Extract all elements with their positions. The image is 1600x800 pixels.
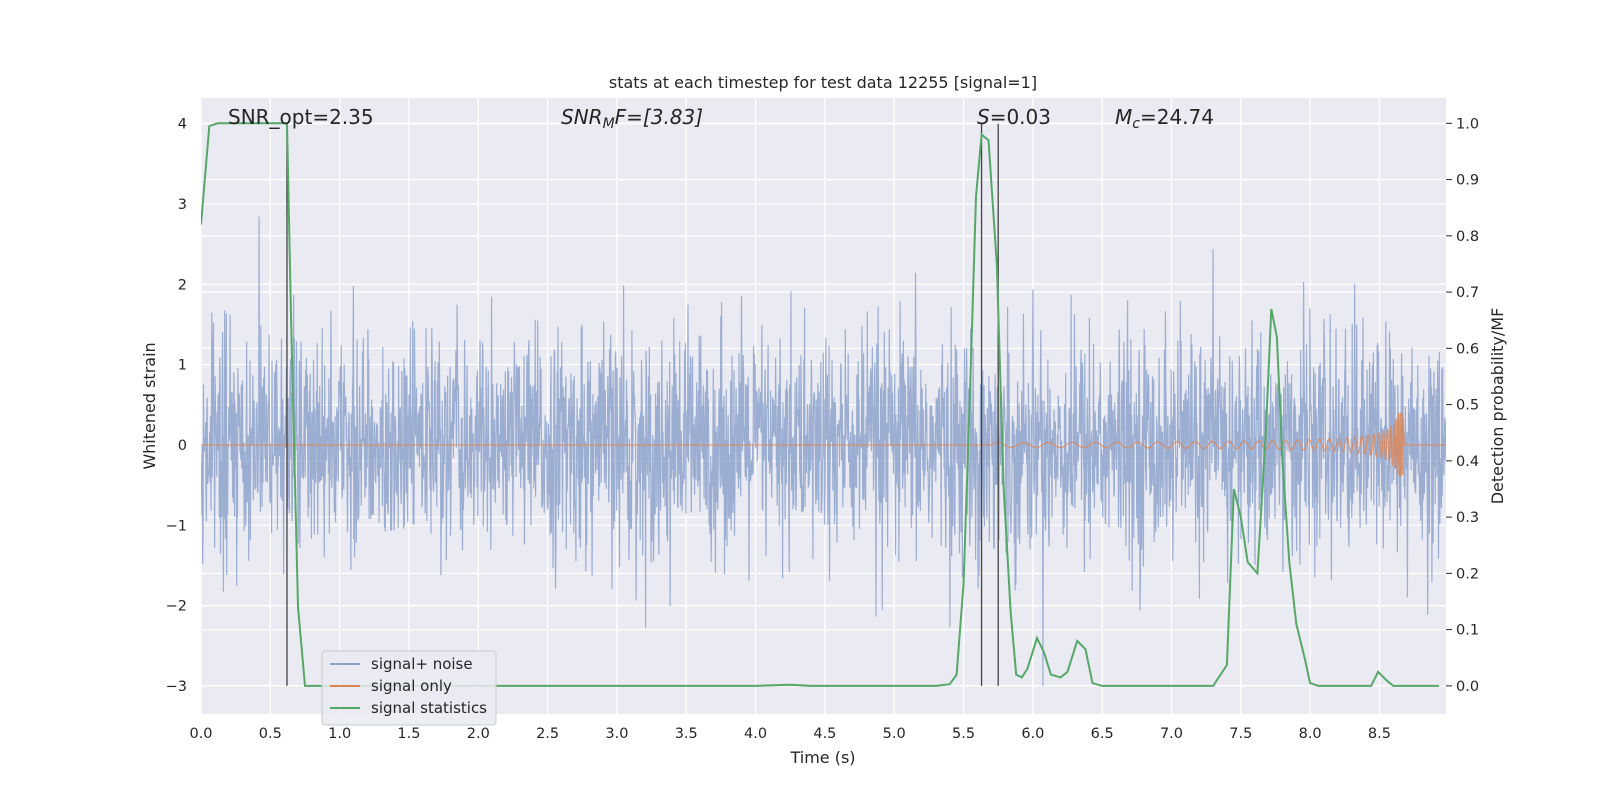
y2-tick-label: 1.0 bbox=[1456, 116, 1479, 132]
y2-tick-label: 0.6 bbox=[1456, 341, 1479, 357]
annotation-mc-sub: c bbox=[1132, 116, 1140, 132]
annotation-s-main: S bbox=[977, 105, 990, 129]
x-tick-label: 2.0 bbox=[467, 726, 490, 742]
annotation-snr-opt: SNR_opt=2.35 bbox=[228, 105, 374, 129]
signal-plus-noise-line bbox=[201, 216, 1446, 686]
x-tick-label: 0.0 bbox=[189, 726, 212, 742]
y2-tick-label: 0.4 bbox=[1456, 454, 1479, 470]
y-tick-label: 4 bbox=[178, 117, 187, 133]
y2-tick-label: 0.9 bbox=[1456, 173, 1479, 189]
x-tick-label: 8.0 bbox=[1299, 726, 1322, 742]
x-tick-label: 6.0 bbox=[1021, 726, 1044, 742]
y2-axis-label: Detection probability/MF bbox=[1488, 308, 1507, 505]
legend-label-signal-plus-noise: signal+ noise bbox=[371, 655, 473, 673]
y2-tick-label: 0.7 bbox=[1456, 285, 1479, 301]
y2-tick-label: 0.8 bbox=[1456, 229, 1479, 245]
y-tick-label: 0 bbox=[178, 438, 187, 454]
y-axis-label: Whitened strain bbox=[140, 342, 159, 469]
y-tick-label: 2 bbox=[178, 277, 187, 293]
annotation-s: S=0.03 bbox=[977, 105, 1051, 129]
annotation-s-rest: =0.03 bbox=[990, 105, 1051, 129]
annotation-snr-mf-rest: F=[3.83] bbox=[615, 105, 703, 129]
y2-tick-label: 0.3 bbox=[1456, 510, 1479, 526]
x-axis-ticks: 0.0 0.5 1.0 1.5 2.0 2.5 3.0 3.5 4.0 4.5 5.0 5.5 6.0 6… bbox=[189, 726, 1391, 742]
x-tick-label: 6.5 bbox=[1091, 726, 1114, 742]
x-tick-label: 5.5 bbox=[952, 726, 975, 742]
y2-tick-label: 0.5 bbox=[1456, 398, 1479, 414]
y2-tick-label: 0.1 bbox=[1456, 623, 1479, 639]
legend-label-signal-statistics: signal statistics bbox=[371, 699, 487, 717]
y-tick-label: −2 bbox=[166, 599, 187, 615]
annotation-snr-mf-sub: M bbox=[603, 116, 615, 132]
x-tick-label: 5.0 bbox=[883, 726, 906, 742]
signal-statistics-line bbox=[201, 122, 1440, 687]
y2-tick-label: 0.0 bbox=[1456, 679, 1479, 695]
annotation-mc: Mc=24.74 bbox=[1115, 105, 1214, 132]
signal-only-line bbox=[201, 412, 1446, 477]
x-tick-label: 3.5 bbox=[675, 726, 698, 742]
x-tick-label: 1.0 bbox=[328, 726, 351, 742]
x-tick-label: 7.5 bbox=[1229, 726, 1252, 742]
y-axis-ticks: −3 −2 −1 0 1 2 3 4 bbox=[166, 117, 187, 695]
legend-label-signal-only: signal only bbox=[371, 677, 452, 695]
x-tick-label: 1.5 bbox=[397, 726, 420, 742]
legend-box bbox=[321, 650, 497, 726]
annotation-snr-mf-main: SNR bbox=[561, 105, 603, 129]
y2-axis-ticks: 0.0 0.1 0.2 0.3 0.4 0.5 0.6 0.7 0.8 0.9 1.0 bbox=[1446, 116, 1479, 695]
x-tick-label: 4.5 bbox=[813, 726, 836, 742]
chart-title: stats at each timestep for test data 122… bbox=[609, 73, 1037, 92]
y-tick-label: −3 bbox=[166, 679, 187, 695]
x-tick-label: 3.0 bbox=[605, 726, 628, 742]
x-axis-label: Time (s) bbox=[789, 748, 855, 767]
y-tick-label: 1 bbox=[178, 358, 187, 374]
annotation-mc-main: M bbox=[1115, 105, 1132, 129]
x-tick-label: 2.5 bbox=[536, 726, 559, 742]
y-tick-label: −1 bbox=[166, 518, 187, 534]
annotation-snr-mf: SNRMF=[3.83] bbox=[561, 105, 703, 132]
vertical-markers bbox=[286, 123, 999, 686]
x-tick-label: 0.5 bbox=[259, 726, 282, 742]
x-tick-label: 4.0 bbox=[744, 726, 767, 742]
annotation-mc-rest: =24.74 bbox=[1140, 105, 1214, 129]
x-tick-label: 8.5 bbox=[1368, 726, 1391, 742]
legend: signal+ noise signal only signal statist… bbox=[321, 650, 497, 726]
y-tick-label: 3 bbox=[178, 197, 187, 213]
x-tick-label: 7.0 bbox=[1160, 726, 1183, 742]
y2-tick-label: 0.2 bbox=[1456, 566, 1479, 582]
